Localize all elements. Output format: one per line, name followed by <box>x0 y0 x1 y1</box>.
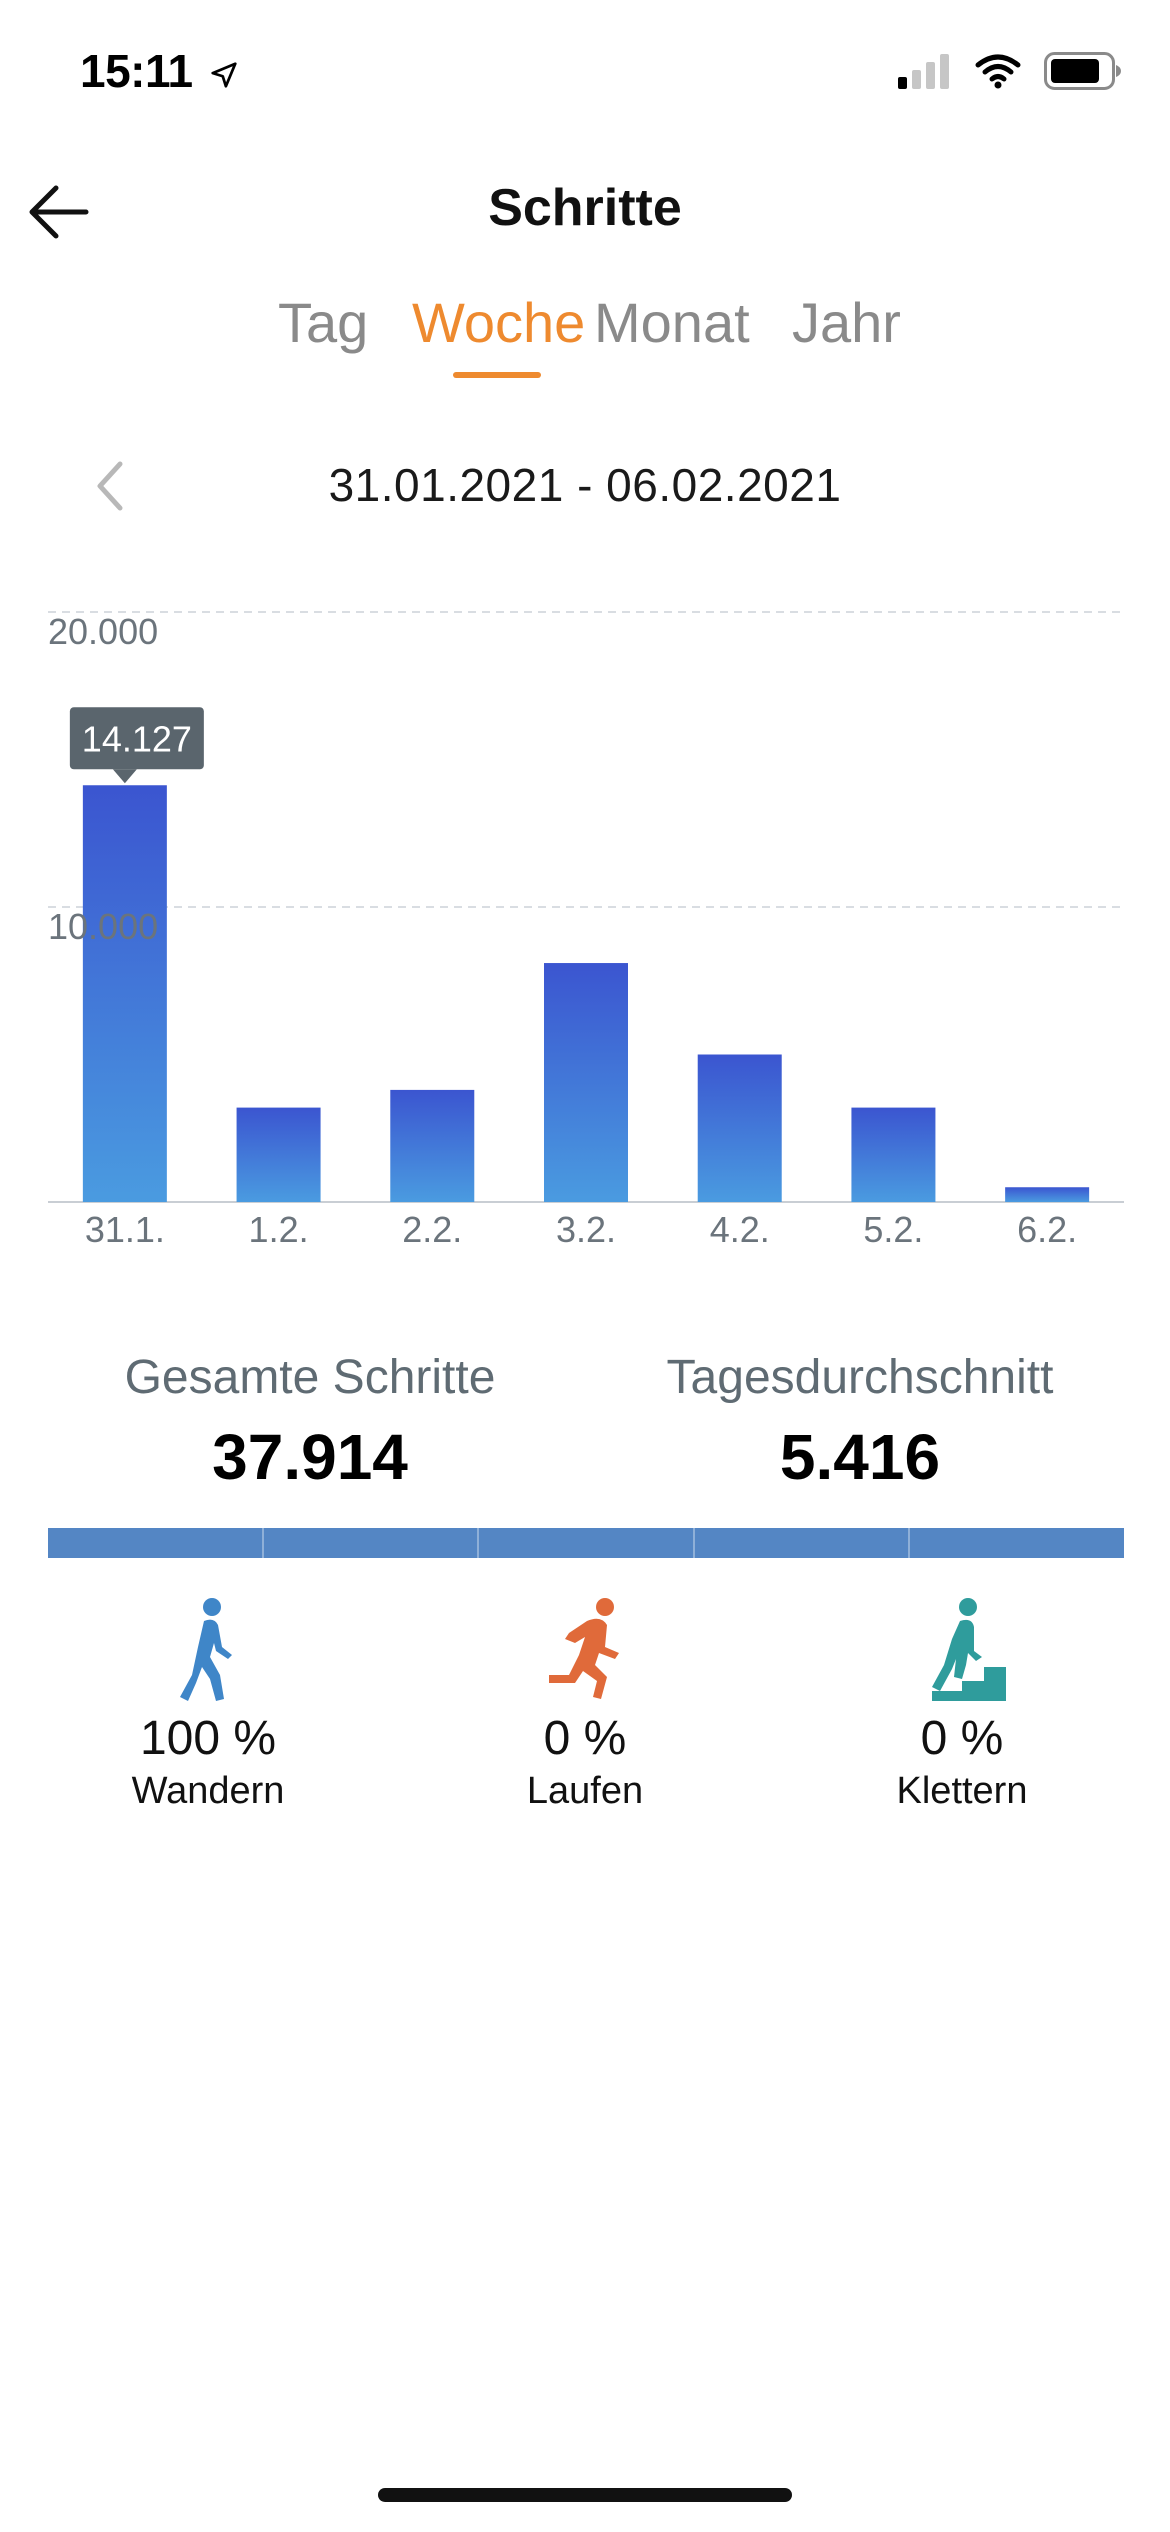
tab-week[interactable]: Woche <box>412 291 586 354</box>
home-indicator[interactable] <box>378 2488 792 2502</box>
climbing-icon <box>932 1598 1006 1701</box>
cellular-signal-icon <box>898 54 949 89</box>
y-tick-label: 10.000 <box>48 906 158 947</box>
tooltip-label: 14.127 <box>82 718 192 759</box>
total-steps-value: 37.914 <box>212 1421 408 1493</box>
x-tick-label: 4.2. <box>710 1209 770 1250</box>
distribution-segment <box>48 1528 264 1558</box>
walking-icon <box>180 1598 232 1701</box>
bar-1.2.[interactable] <box>236 1107 321 1202</box>
location-arrow-icon <box>211 62 237 88</box>
date-range-label: 31.01.2021 - 06.02.2021 <box>328 459 842 511</box>
status-time: 15:11 <box>80 44 239 98</box>
chevron-left-icon <box>97 461 123 511</box>
tab-month[interactable]: Monat <box>594 291 750 354</box>
battery-icon <box>1044 52 1121 90</box>
wifi-icon <box>975 54 1021 89</box>
bar-5.2.[interactable] <box>851 1107 936 1202</box>
tab-year[interactable]: Jahr <box>792 291 901 354</box>
activity-distribution-bar <box>48 1528 1124 1558</box>
bar-2.2.[interactable] <box>390 1089 475 1202</box>
steps-bar-chart: 10.000 20.000 31.1. 1.2. 2.2. 3.2. 4.2. 5.2. 6.… <box>48 611 1124 1250</box>
running-label: Laufen <box>526 1770 644 1812</box>
x-tick-label: 2.2. <box>402 1209 462 1250</box>
walking-percent: 100 % <box>139 1712 277 1765</box>
bar-4.2.[interactable] <box>697 1054 782 1203</box>
arrow-left-icon <box>29 185 89 239</box>
daily-average-label: Tagesdurchschnitt <box>666 1351 1054 1404</box>
bar-31.1.[interactable] <box>82 785 167 1202</box>
tooltip-pointer <box>112 769 137 784</box>
activity-running: 0 % Laufen <box>435 1595 735 1813</box>
active-tab-underline <box>453 372 541 378</box>
climbing-percent: 0 % <box>920 1712 1004 1765</box>
status-time-text: 15:11 <box>80 45 193 97</box>
x-tick-label: 1.2. <box>249 1209 309 1250</box>
tab-day[interactable]: Tag <box>278 291 369 354</box>
distribution-segment <box>695 1528 911 1558</box>
distribution-segment <box>264 1528 480 1558</box>
bar-6.2.[interactable] <box>1005 1187 1090 1202</box>
status-indicators <box>898 52 1122 90</box>
total-steps-label: Gesamte Schritte <box>124 1351 496 1404</box>
previous-period-button[interactable] <box>88 458 132 514</box>
x-tick-label: 31.1. <box>85 1209 165 1250</box>
x-tick-label: 5.2. <box>863 1209 923 1250</box>
x-tick-label: 6.2. <box>1017 1209 1077 1250</box>
x-tick-label: 3.2. <box>556 1209 616 1250</box>
climbing-label: Klettern <box>896 1770 1028 1812</box>
back-button[interactable] <box>22 176 94 248</box>
period-tabs: Tag Woche Monat Jahr <box>0 290 1170 380</box>
y-tick-label: 20.000 <box>48 611 158 652</box>
distribution-segment <box>910 1528 1124 1558</box>
running-percent: 0 % <box>543 1712 627 1765</box>
activity-walking: 100 % Wandern <box>58 1595 358 1813</box>
distribution-segment <box>479 1528 695 1558</box>
tooltip-box <box>69 707 204 770</box>
page-title: Schritte <box>488 179 682 237</box>
daily-average-value: 5.416 <box>779 1421 941 1493</box>
value-tooltip: 14.127 <box>69 707 204 784</box>
walking-label: Wandern <box>131 1770 285 1812</box>
bar-3.2.[interactable] <box>544 963 628 1202</box>
activity-climbing: 0 % Klettern <box>812 1595 1112 1813</box>
running-icon <box>549 1598 619 1699</box>
